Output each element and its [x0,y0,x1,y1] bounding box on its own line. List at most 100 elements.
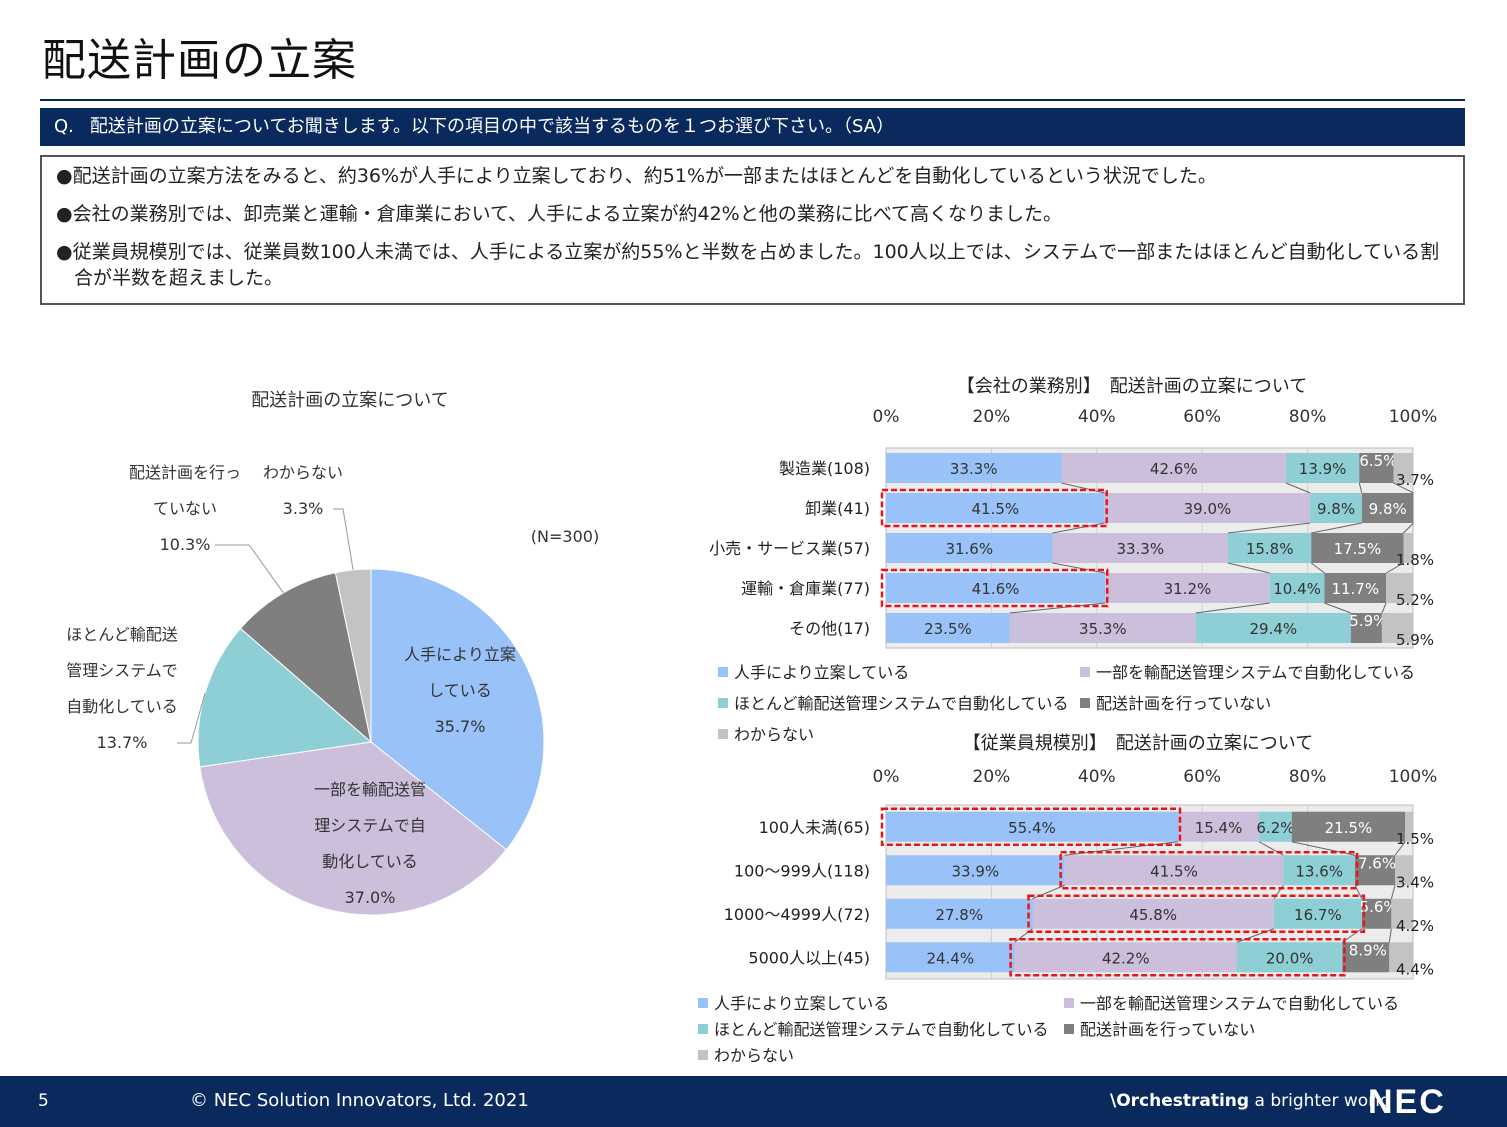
pie-slice [199,741,508,916]
bar-segment [1389,942,1413,973]
category-label: 小売・サービス業(57) [709,539,870,558]
data-label: 1.8% [1396,551,1434,569]
pie-slice-value: 37.0% [345,888,396,907]
bar-segment [886,613,1010,643]
legend-swatch [1064,1024,1074,1034]
series-connector [1390,885,1396,899]
bar-segment [1355,855,1396,886]
data-label: 15.8% [1246,540,1294,558]
legend-swatch [718,729,728,739]
bar-segment [1350,613,1382,643]
bar-segment [886,898,1033,929]
bar-segment [1009,613,1196,643]
highlight-box [1009,938,1346,977]
series-connector [1381,602,1387,614]
legend-label: 配送計画を行っていない [1096,694,1271,713]
data-label: 31.6% [945,540,993,558]
legend-label: わからない [734,725,814,744]
question-text: 配送計画の立案についてお聞きします。以下の項目の中で該当するものを１つお選び下さ… [89,116,895,137]
footer-bar: 5 © NEC Solution Innovators, Ltd. 2021 \… [0,1076,1507,1127]
series-connector [1227,522,1311,534]
highlight-box [1059,851,1359,890]
data-label: 9.8% [1317,500,1355,518]
series-connector [1052,522,1105,534]
data-label: 8.9% [1349,941,1387,959]
data-label: 55.4% [1008,819,1056,837]
series-connector [1393,482,1414,494]
bar-segment [1291,811,1406,842]
data-label: 21.5% [1325,819,1373,837]
legend-swatch [718,698,728,708]
data-label: 41.6% [972,580,1020,598]
legend-label: 配送計画を行っていない [1080,1020,1255,1039]
x-tick-label: 0% [873,767,900,787]
question-prefix: Q. [54,116,74,137]
legend-label: わからない [714,1046,794,1065]
data-label: 42.6% [1150,460,1198,478]
bar-segment [1236,942,1343,973]
series-connector [1385,562,1404,574]
bar-segment [886,573,1106,603]
bar-segment [1177,811,1260,842]
category-label: 100人未満(65) [759,818,870,837]
bar-segment [1386,573,1414,603]
x-tick-label: 40% [1078,407,1116,427]
legend-swatch [698,998,708,1008]
data-label: 33.9% [951,862,999,880]
data-label: 5.6% [1360,898,1398,916]
data-label: 5.9% [1349,612,1387,630]
data-label: 10.4% [1273,580,1321,598]
pie-slice [334,568,372,743]
data-label: 15.4% [1195,819,1243,837]
series-connector [1394,841,1406,856]
series-connector [1052,562,1106,574]
pie-slice [239,572,372,744]
data-label: 41.5% [972,500,1020,518]
bar-segment [1361,898,1392,929]
data-label: 31.2% [1164,580,1212,598]
bar-segment [1269,573,1325,603]
bar-segment [886,533,1053,563]
x-tick-label: 0% [873,407,900,427]
data-label: 6.2% [1256,819,1294,837]
employee-size-bar-chart: 【従業員規模別】 配送計画の立案について 0% 20% 40% 60% 80% 100% 10… [698,733,1437,1065]
bar-segment [1105,573,1270,603]
legend-swatch [698,1024,708,1034]
summary-box: ●配送計画の立案方法をみると、約36%が人手により立案しており、約51%が一部ま… [40,155,1465,305]
page-title: 配送計画の立案 [42,35,357,86]
x-tick-label: 60% [1183,407,1221,427]
summary-bullet: ●配送計画の立案方法をみると、約36%が人手により立案しており、約51%が一部ま… [56,165,1217,187]
data-label: 16.7% [1294,906,1342,924]
bar-segment [1393,453,1413,483]
data-label: 13.9% [1299,460,1347,478]
title-rule [40,99,1465,101]
x-tick-label: 20% [973,767,1011,787]
bar-segment [1395,855,1413,886]
summary-bullet: ●従業員規模別では、従業員数100人未満では、人手による立案が約55%と半数を占… [56,241,1440,289]
x-tick-label: 80% [1289,767,1327,787]
legend-label: 人手により立案している [734,663,909,682]
data-label: 7.6% [1358,854,1396,872]
pie-slice-value: 13.7% [97,733,148,752]
data-label: 27.8% [935,906,983,924]
category-label: その他(17) [789,619,870,638]
bar-segment [1273,898,1362,929]
bar-segment [1285,453,1360,483]
data-label: 4.2% [1396,917,1434,935]
question-bar: Q. 配送計画の立案についてお聞きします。以下の項目の中で該当するものを１つお選び… [40,108,1465,146]
highlight-box [1027,894,1366,933]
pie-slice-label-group: ほとんど輸配送管理システムで自動化している 13.7% [66,625,178,752]
tagline-bold: \Orchestrating [1110,1091,1250,1111]
nec-logo: NEC [1368,1083,1446,1121]
data-label: 6.5% [1359,452,1397,470]
series-connector [1061,482,1105,494]
x-tick-label: 60% [1183,767,1221,787]
pie-slice-label: 配送計画を行っ [129,463,241,482]
highlight-box [880,807,1182,846]
category-label: 1000～4999人(72) [724,905,870,924]
bar-segment [1391,898,1414,929]
data-label: 29.4% [1250,620,1298,638]
legend-swatch [1080,667,1090,677]
copyright-text: © NEC Solution Innovators, Ltd. 2021 [190,1090,529,1111]
data-label: 5.2% [1396,591,1434,609]
